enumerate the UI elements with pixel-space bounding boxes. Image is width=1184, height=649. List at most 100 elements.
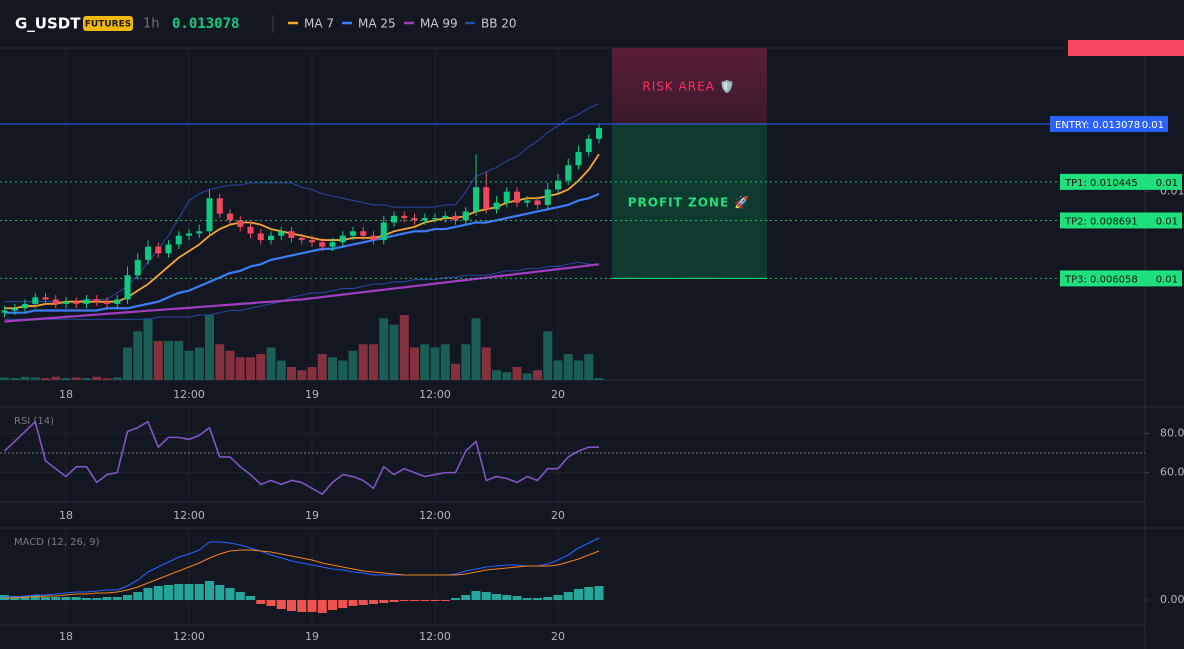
macd-histogram-bar bbox=[92, 598, 102, 600]
candle-body bbox=[483, 187, 490, 210]
candle-body bbox=[380, 222, 387, 241]
volume-bar bbox=[123, 347, 132, 380]
candle-body bbox=[339, 235, 346, 243]
macd-histogram-bar bbox=[410, 600, 419, 601]
volume-bar bbox=[102, 378, 112, 380]
volume-bar bbox=[574, 360, 583, 380]
y-tick-label: 60.00 bbox=[1160, 466, 1184, 479]
risk-zone bbox=[612, 48, 767, 124]
candle-body bbox=[52, 299, 59, 304]
volume-bar bbox=[194, 347, 204, 380]
macd-histogram-bar bbox=[471, 591, 481, 600]
candle-body bbox=[565, 165, 572, 181]
volume-bar bbox=[184, 350, 194, 380]
macd-histogram-bar bbox=[563, 592, 573, 600]
candle-body bbox=[237, 220, 244, 227]
volume-bar bbox=[143, 318, 153, 380]
candle-body bbox=[1, 310, 8, 313]
x-tick-label: 12:00 bbox=[419, 630, 451, 643]
level-label: TP2: 0.008691 bbox=[1064, 216, 1138, 227]
macd-histogram-bar bbox=[451, 598, 460, 600]
volume-bar bbox=[266, 347, 276, 380]
macd-histogram-bar bbox=[225, 588, 235, 600]
x-tick-label: 12:00 bbox=[419, 388, 451, 401]
volume-bar bbox=[41, 378, 50, 380]
macd-histogram-bar bbox=[71, 597, 81, 600]
candle-body bbox=[175, 235, 182, 245]
candle-body bbox=[493, 202, 500, 210]
x-tick-label: 20 bbox=[551, 509, 565, 522]
volume-bar bbox=[20, 376, 30, 380]
volume-bar bbox=[92, 376, 102, 380]
candle-body bbox=[432, 218, 438, 220]
candle-body bbox=[288, 231, 295, 238]
volume-bar bbox=[71, 377, 81, 380]
macd-histogram-bar bbox=[430, 600, 440, 601]
level-label: TP1: 0.010445 bbox=[1064, 178, 1138, 189]
candle-body bbox=[83, 299, 90, 304]
x-tick-label: 18 bbox=[59, 509, 73, 522]
level-tick-label: 0.01 bbox=[1156, 216, 1178, 227]
macd-histogram-bar bbox=[256, 600, 266, 604]
volume-bar bbox=[594, 378, 604, 380]
volume-bar bbox=[297, 370, 307, 380]
volume-bar bbox=[410, 347, 419, 380]
macd-histogram-bar bbox=[594, 586, 604, 600]
macd-histogram-bar bbox=[358, 600, 368, 605]
y-tick-label: 0.00 bbox=[1160, 593, 1184, 606]
candle-body bbox=[411, 218, 418, 221]
candle-body bbox=[206, 198, 213, 232]
volume-bar bbox=[389, 324, 399, 380]
volume-bar bbox=[307, 367, 317, 380]
candle-body bbox=[391, 215, 397, 223]
ma-line bbox=[4, 192, 600, 314]
candle-body bbox=[575, 152, 582, 166]
candle-body bbox=[370, 235, 377, 241]
candle-body bbox=[421, 218, 428, 221]
macd-histogram-bar bbox=[276, 600, 286, 609]
candle-body bbox=[555, 180, 561, 190]
macd-histogram-bar bbox=[235, 592, 245, 600]
volume-bar bbox=[0, 377, 9, 380]
volume-bar bbox=[492, 370, 501, 380]
candle-body bbox=[93, 299, 100, 302]
volume-bar bbox=[533, 370, 542, 380]
candle-body bbox=[73, 301, 80, 304]
volume-bar bbox=[174, 341, 184, 380]
candle-body bbox=[22, 303, 28, 309]
candle-body bbox=[309, 240, 315, 243]
macd-histogram-bar bbox=[502, 595, 512, 600]
macd-histogram-bar bbox=[307, 600, 317, 612]
volume-bar bbox=[563, 354, 573, 380]
volume-bar bbox=[328, 357, 337, 380]
macd-histogram-bar bbox=[133, 592, 143, 600]
volume-bar bbox=[235, 357, 245, 380]
volume-bar bbox=[512, 367, 522, 380]
signal-line bbox=[4, 549, 600, 599]
volume-bar bbox=[317, 354, 327, 380]
macd-histogram-bar bbox=[297, 600, 307, 612]
candle-body bbox=[268, 235, 274, 241]
macd-histogram-bar bbox=[266, 600, 276, 606]
volume-bar bbox=[379, 318, 389, 380]
pane-title: MACD (12, 26, 9) bbox=[14, 537, 100, 548]
volume-bar bbox=[502, 372, 512, 380]
legend-label: MA 99 bbox=[420, 17, 458, 31]
volume-bar bbox=[153, 341, 163, 380]
candle-body bbox=[401, 215, 408, 219]
candle-body bbox=[524, 200, 531, 203]
candle-body bbox=[596, 127, 602, 139]
macd-histogram-bar bbox=[82, 598, 91, 600]
volume-bar bbox=[420, 344, 430, 380]
macd-histogram-bar bbox=[153, 586, 163, 600]
macd-histogram-bar bbox=[51, 597, 61, 600]
volume-bar bbox=[471, 318, 481, 380]
volume-bar bbox=[51, 376, 61, 380]
macd-line bbox=[4, 537, 600, 598]
macd-histogram-bar bbox=[389, 600, 399, 602]
x-tick-label: 20 bbox=[551, 388, 565, 401]
candle-body bbox=[503, 191, 510, 203]
legend-label: MA 25 bbox=[358, 17, 396, 31]
